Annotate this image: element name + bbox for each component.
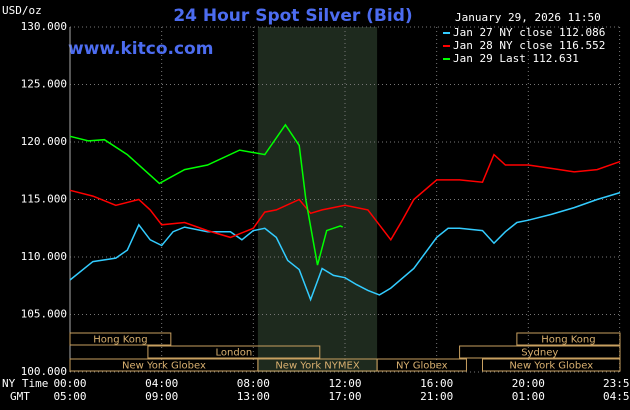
y-axis-label: USD/oz <box>2 4 42 17</box>
gmt-tick-label: 04:59 <box>603 390 630 403</box>
series-line <box>69 123 344 266</box>
session-label: London <box>216 348 253 359</box>
session-label: Hong Kong <box>93 335 147 346</box>
legend-label: Jan 29 Last 112.631 <box>453 52 579 65</box>
session-label: Sydney <box>521 348 558 359</box>
timestamp: January 29, 2026 11:50 <box>455 11 601 24</box>
series-line <box>69 191 621 302</box>
y-tick-label: 100.000 <box>21 365 67 378</box>
y-tick-label: 115.000 <box>21 193 67 206</box>
x-row-label: GMT <box>10 390 30 403</box>
session-bar <box>482 358 621 372</box>
session-label: Hong Kong <box>541 335 595 346</box>
session-label: New York Globex <box>509 361 593 372</box>
y-tick-label: 110.000 <box>21 250 67 263</box>
legend-label: Jan 27 NY close 112.086 <box>453 26 605 39</box>
y-tick-label: 130.000 <box>21 20 67 33</box>
session-label: New York NYMEX <box>275 361 360 372</box>
x-tick-label: 04:00 <box>145 377 178 390</box>
x-tick-label: 12:00 <box>328 377 361 390</box>
y-tick-label: 105.000 <box>21 308 67 321</box>
gmt-tick-label: 09:00 <box>145 390 178 403</box>
y-tick-label: 120.000 <box>21 135 67 148</box>
x-tick-label: 00:00 <box>53 377 86 390</box>
y-tick-label: 125.000 <box>21 78 67 91</box>
session-label: New York Globex <box>122 361 206 372</box>
legend-label: Jan 28 NY close 116.552 <box>453 39 605 52</box>
gmt-tick-label: 17:00 <box>328 390 361 403</box>
x-tick-label: 23:59 <box>603 377 630 390</box>
x-tick-label: 16:00 <box>420 377 453 390</box>
session-shade <box>257 27 378 372</box>
session-bar <box>459 345 621 359</box>
gmt-tick-label: 01:00 <box>512 390 545 403</box>
session-bar <box>376 358 467 372</box>
x-tick-label: 08:00 <box>237 377 270 390</box>
session-bar <box>69 332 172 346</box>
chart-title: 24 Hour Spot Silver (Bid) <box>173 6 412 26</box>
x-row-label: NY Time <box>2 377 48 390</box>
gmt-tick-label: 21:00 <box>420 390 453 403</box>
session-label: NY Globex <box>396 361 448 372</box>
gmt-tick-label: 13:00 <box>237 390 270 403</box>
session-bar <box>516 332 621 346</box>
x-tick-label: 20:00 <box>512 377 545 390</box>
series-line <box>69 153 621 242</box>
website: www.kitco.com <box>68 39 213 59</box>
session-bar <box>147 345 321 359</box>
gmt-tick-label: 05:00 <box>53 390 86 403</box>
